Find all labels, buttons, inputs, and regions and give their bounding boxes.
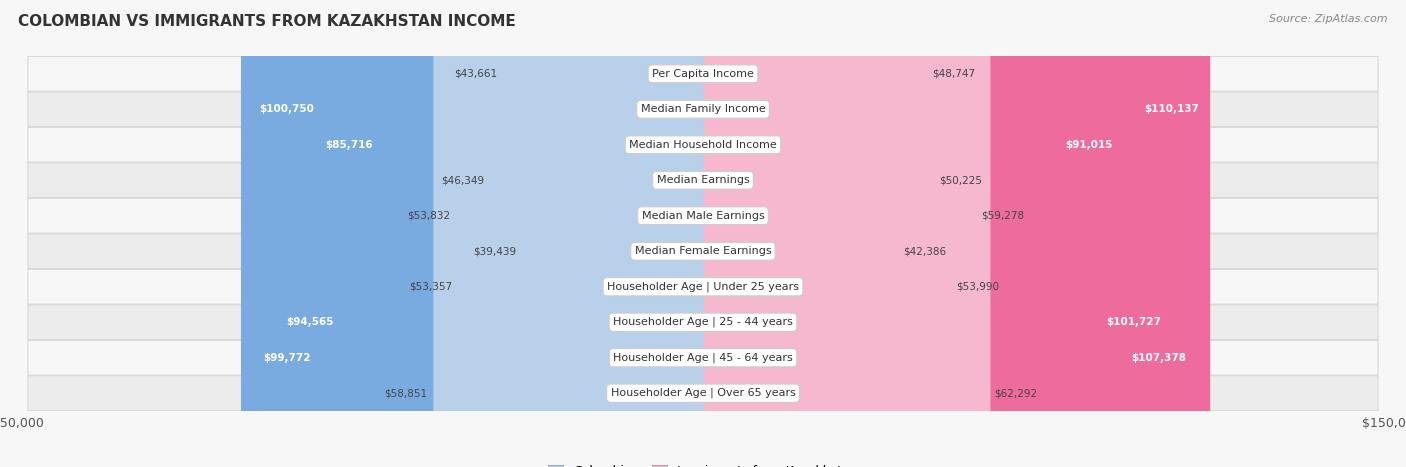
FancyBboxPatch shape [703,0,1122,467]
FancyBboxPatch shape [28,198,1378,233]
Text: Householder Age | Over 65 years: Householder Age | Over 65 years [610,388,796,398]
FancyBboxPatch shape [28,376,1378,410]
FancyBboxPatch shape [703,0,952,467]
Text: $94,565: $94,565 [285,317,333,327]
Text: $85,716: $85,716 [325,140,373,150]
Text: $39,439: $39,439 [474,246,516,256]
FancyBboxPatch shape [703,0,977,467]
Text: Median Household Income: Median Household Income [628,140,778,150]
Text: $62,292: $62,292 [994,388,1038,398]
Text: $53,357: $53,357 [409,282,453,292]
FancyBboxPatch shape [703,0,928,467]
FancyBboxPatch shape [703,0,898,467]
FancyBboxPatch shape [503,0,704,467]
FancyBboxPatch shape [457,0,704,467]
FancyBboxPatch shape [491,0,704,467]
FancyBboxPatch shape [523,0,704,467]
Text: $58,851: $58,851 [384,388,427,398]
Text: Householder Age | 25 - 44 years: Householder Age | 25 - 44 years [613,317,793,327]
Text: $43,661: $43,661 [454,69,496,79]
FancyBboxPatch shape [28,234,1378,269]
Text: Per Capita Income: Per Capita Income [652,69,754,79]
Text: $91,015: $91,015 [1066,140,1112,150]
Text: $48,747: $48,747 [932,69,976,79]
FancyBboxPatch shape [703,0,1198,467]
Text: COLOMBIAN VS IMMIGRANTS FROM KAZAKHSTAN INCOME: COLOMBIAN VS IMMIGRANTS FROM KAZAKHSTAN … [18,14,516,29]
FancyBboxPatch shape [28,127,1378,162]
Text: $53,990: $53,990 [956,282,1000,292]
FancyBboxPatch shape [28,340,1378,375]
Text: $50,225: $50,225 [939,175,983,185]
FancyBboxPatch shape [28,163,1378,198]
Text: Median Male Earnings: Median Male Earnings [641,211,765,221]
Text: Source: ZipAtlas.com: Source: ZipAtlas.com [1270,14,1388,24]
Text: Median Family Income: Median Family Income [641,104,765,114]
FancyBboxPatch shape [28,269,1378,304]
Text: $99,772: $99,772 [263,353,311,363]
FancyBboxPatch shape [270,0,704,467]
Text: $53,832: $53,832 [408,211,450,221]
Text: $100,750: $100,750 [259,104,314,114]
Text: $101,727: $101,727 [1107,317,1161,327]
FancyBboxPatch shape [28,57,1378,91]
Text: $110,137: $110,137 [1144,104,1199,114]
Text: $42,386: $42,386 [903,246,946,256]
Text: Median Female Earnings: Median Female Earnings [634,246,772,256]
FancyBboxPatch shape [28,305,1378,340]
FancyBboxPatch shape [703,0,1211,467]
FancyBboxPatch shape [703,0,1171,467]
FancyBboxPatch shape [458,0,704,467]
FancyBboxPatch shape [28,92,1378,127]
Legend: Colombian, Immigrants from Kazakhstan: Colombian, Immigrants from Kazakhstan [543,460,863,467]
FancyBboxPatch shape [703,0,990,467]
Text: Householder Age | 45 - 64 years: Householder Age | 45 - 64 years [613,353,793,363]
FancyBboxPatch shape [309,0,704,467]
Text: Householder Age | Under 25 years: Householder Age | Under 25 years [607,282,799,292]
FancyBboxPatch shape [433,0,704,467]
FancyBboxPatch shape [240,0,704,467]
FancyBboxPatch shape [703,0,935,467]
FancyBboxPatch shape [246,0,704,467]
Text: $46,349: $46,349 [441,175,485,185]
Text: $107,378: $107,378 [1132,353,1187,363]
Text: Median Earnings: Median Earnings [657,175,749,185]
Text: $59,278: $59,278 [981,211,1024,221]
